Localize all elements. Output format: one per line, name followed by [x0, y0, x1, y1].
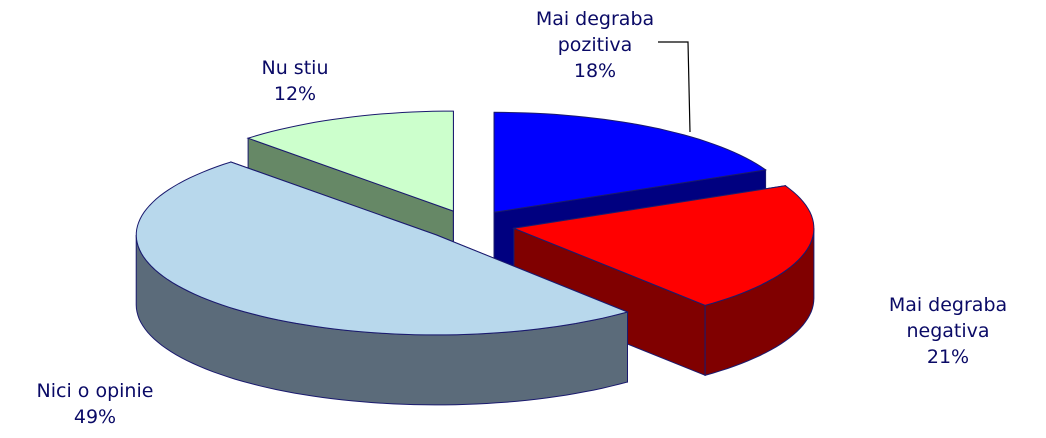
value-label: 18%: [573, 60, 617, 82]
slice-label: Nu stiu 12%: [230, 55, 360, 107]
value-label: 49%: [73, 406, 117, 428]
slice: [135, 161, 630, 406]
slice-top: [493, 111, 767, 213]
category-label: Mai degraba negativa: [888, 294, 1008, 342]
slice-label: Nici o opinie 49%: [0, 378, 195, 430]
category-label: Nu stiu: [261, 57, 329, 79]
slice-label: Mai degraba pozitiva 18%: [510, 6, 680, 84]
slice-top: [246, 110, 454, 212]
slice: [512, 185, 815, 377]
value-label: 21%: [926, 346, 970, 368]
value-label: 12%: [273, 83, 317, 105]
slice-top: [135, 161, 630, 336]
category-label: Mai degraba pozitiva: [535, 8, 655, 56]
slice-top: [512, 185, 815, 306]
leader-line: [658, 41, 691, 133]
category-label: Nici o opinie: [36, 380, 154, 402]
slice-label: Mai degraba negativa 21%: [863, 292, 1033, 370]
